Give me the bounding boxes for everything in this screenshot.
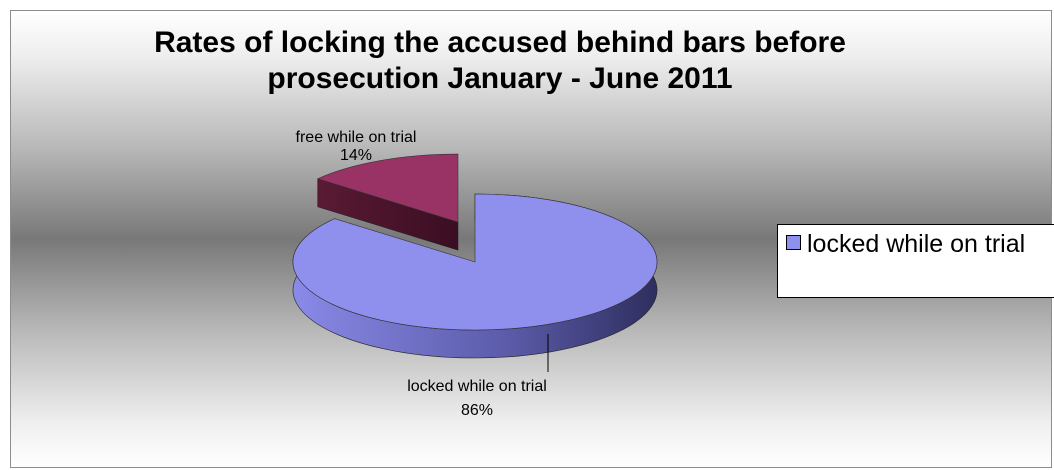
pie-slice-free [316,153,459,223]
pie-label-free-value: 14% [340,147,372,164]
legend: locked while on trial [777,224,1054,298]
pie-slice-locked [292,193,658,331]
legend-label-locked: locked while on trial [807,230,1026,258]
chart-title-line-1: Rates of locking the accused behind bars… [154,26,846,59]
pie-tops [292,153,658,331]
pie-label-locked-name: locked while on trial [407,378,547,395]
pie-label-locked-value: 86% [461,402,493,419]
pie-label-free-name: free while on trial [296,129,417,146]
legend-swatch-locked [786,235,801,250]
chart-title-line-2: prosecution January - June 2011 [267,62,733,95]
